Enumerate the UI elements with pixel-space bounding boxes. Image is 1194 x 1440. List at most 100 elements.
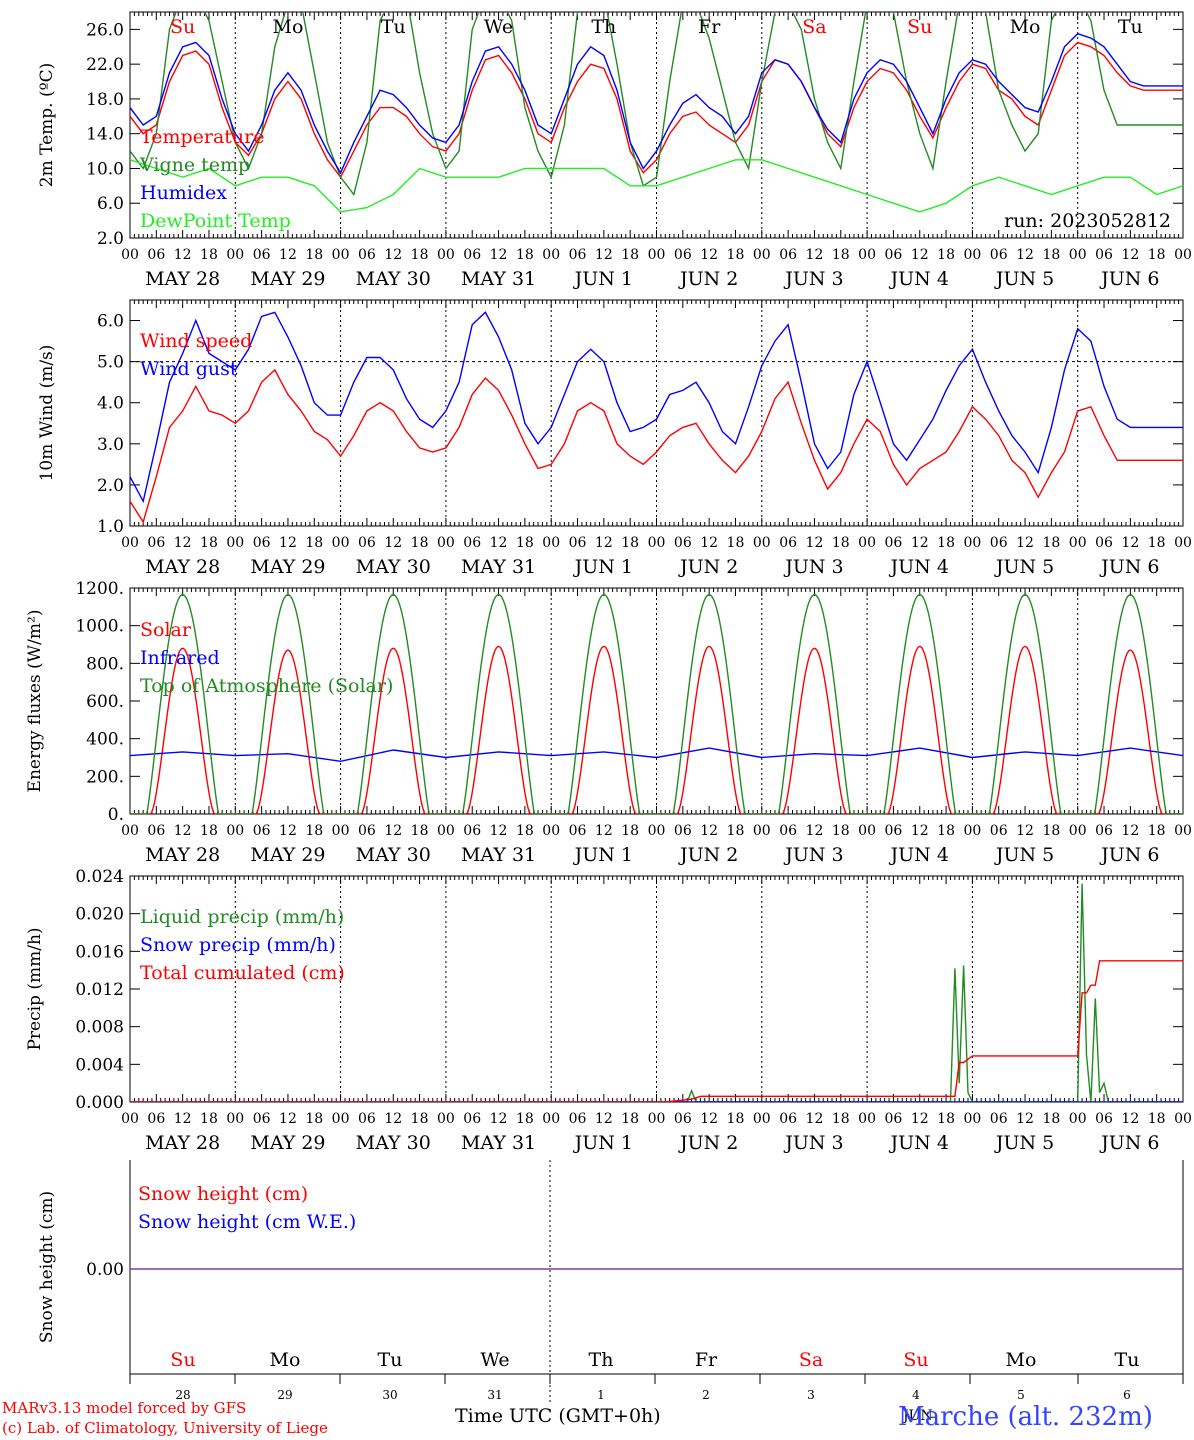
hour-tick-label: 00 <box>1174 823 1192 839</box>
date-label: MAY 31 <box>461 1132 536 1154</box>
series-line <box>130 368 1183 524</box>
hour-tick-label: 18 <box>832 823 850 839</box>
y-tick-label: 0.00 <box>86 1260 124 1280</box>
weekday-label: Tu <box>381 16 406 38</box>
date-label: JUN 4 <box>889 844 949 866</box>
y-tick-label: 5.0 <box>97 353 124 373</box>
hour-tick-label: 00 <box>332 823 350 839</box>
date-label: MAY 30 <box>356 1132 431 1154</box>
y-axis-label: 10m Wind (m/s) <box>37 345 57 482</box>
series-line <box>130 645 1183 814</box>
hour-tick-label: 00 <box>648 247 666 263</box>
y-tick-label: 200. <box>86 767 124 787</box>
weekday-label: Tu <box>378 1349 403 1371</box>
date-label: MAY 30 <box>356 268 431 290</box>
date-label: MAY 31 <box>461 556 536 578</box>
date-label: MAY 29 <box>250 1132 325 1154</box>
hour-tick-label: 12 <box>806 247 824 263</box>
hour-tick-label: 06 <box>463 247 481 263</box>
legend-entry: Snow precip (mm/h) <box>140 934 336 956</box>
weekday-label: Mo <box>272 16 303 38</box>
hour-tick-label: 12 <box>174 1111 192 1127</box>
hour-tick-label: 00 <box>1174 247 1192 263</box>
day-number-label: 29 <box>277 1388 292 1402</box>
hour-tick-label: 06 <box>990 1111 1008 1127</box>
hour-tick-label: 18 <box>621 535 639 551</box>
hour-tick-label: 06 <box>253 1111 271 1127</box>
date-label: JUN 1 <box>573 1132 633 1154</box>
legend-entry: Snow height (cm) <box>138 1183 308 1205</box>
day-number-label: 4 <box>912 1388 920 1402</box>
series-line <box>130 12 1183 197</box>
hour-tick-label: 00 <box>121 823 139 839</box>
weekday-label: Mo <box>270 1349 301 1371</box>
hour-tick-label: 18 <box>305 247 323 263</box>
hour-tick-label: 00 <box>226 823 244 839</box>
weekday-label: Sa <box>799 1349 823 1371</box>
hour-tick-label: 06 <box>147 247 165 263</box>
hour-tick-label: 00 <box>1069 1111 1087 1127</box>
hour-tick-label: 12 <box>700 1111 718 1127</box>
hour-tick-label: 06 <box>147 1111 165 1127</box>
date-label: JUN 3 <box>783 268 843 290</box>
hour-tick-label: 18 <box>411 247 429 263</box>
hour-tick-label: 12 <box>806 1111 824 1127</box>
hour-tick-label: 12 <box>595 535 613 551</box>
hour-tick-label: 18 <box>727 1111 745 1127</box>
hour-tick-label: 06 <box>463 535 481 551</box>
hour-tick-label: 06 <box>569 247 587 263</box>
hour-tick-label: 12 <box>384 535 402 551</box>
date-label: JUN 1 <box>573 844 633 866</box>
date-label: JUN 6 <box>1099 1132 1159 1154</box>
hour-tick-label: 00 <box>226 535 244 551</box>
hour-tick-label: 12 <box>384 1111 402 1127</box>
hour-tick-label: 12 <box>1016 535 1034 551</box>
hour-tick-label: 12 <box>911 535 929 551</box>
hour-tick-label: 18 <box>937 823 955 839</box>
y-tick-label: 6.0 <box>97 194 124 214</box>
hour-tick-label: 18 <box>1042 1111 1060 1127</box>
y-tick-label: 0.004 <box>75 1055 124 1075</box>
weekday-label: Th <box>591 16 616 38</box>
hour-tick-label: 18 <box>727 823 745 839</box>
hour-tick-label: 18 <box>937 535 955 551</box>
y-tick-label: 1.0 <box>97 517 124 537</box>
y-tick-label: 400. <box>86 730 124 750</box>
hour-tick-label: 18 <box>937 247 955 263</box>
hour-tick-label: 12 <box>911 247 929 263</box>
hour-tick-label: 12 <box>700 823 718 839</box>
hour-tick-label: 12 <box>384 823 402 839</box>
hour-tick-label: 06 <box>253 535 271 551</box>
hour-tick-label: 00 <box>332 535 350 551</box>
hour-tick-label: 00 <box>1174 1111 1192 1127</box>
date-label: JUN 2 <box>678 556 738 578</box>
y-tick-label: 0.008 <box>75 1018 124 1038</box>
hour-tick-label: 18 <box>200 247 218 263</box>
date-label: MAY 29 <box>250 268 325 290</box>
hour-tick-label: 18 <box>621 247 639 263</box>
hour-tick-label: 00 <box>437 247 455 263</box>
series-line <box>130 883 1183 1102</box>
hour-tick-label: 00 <box>121 535 139 551</box>
hour-tick-label: 00 <box>226 247 244 263</box>
panel-2: 1.0 2.0 3.0 4.0 5.0 6.0 10m Wind (m/s) 00 06 12 18… <box>37 299 1192 578</box>
date-label: JUN 5 <box>994 1132 1054 1154</box>
y-tick-label: 26.0 <box>86 20 124 40</box>
legend-entry: Snow height (cm W.E.) <box>138 1211 356 1233</box>
weekday-label: We <box>484 16 513 38</box>
date-label: MAY 28 <box>145 844 220 866</box>
y-tick-label: 2.0 <box>97 476 124 496</box>
hour-tick-label: 06 <box>253 247 271 263</box>
hour-tick-label: 06 <box>1095 1111 1113 1127</box>
y-tick-label: 0.016 <box>75 942 124 962</box>
date-label: MAY 28 <box>145 268 220 290</box>
hour-tick-label: 00 <box>437 823 455 839</box>
panel-3: 0. 200. 400. 600. 800. 1000. 1200. Energy fluxe… <box>25 579 1192 866</box>
date-label: JUN 2 <box>678 844 738 866</box>
hour-tick-label: 00 <box>858 823 876 839</box>
weekday-label: Fr <box>698 16 721 38</box>
date-label: MAY 28 <box>145 556 220 578</box>
date-label: MAY 29 <box>250 556 325 578</box>
hour-tick-label: 00 <box>1069 823 1087 839</box>
